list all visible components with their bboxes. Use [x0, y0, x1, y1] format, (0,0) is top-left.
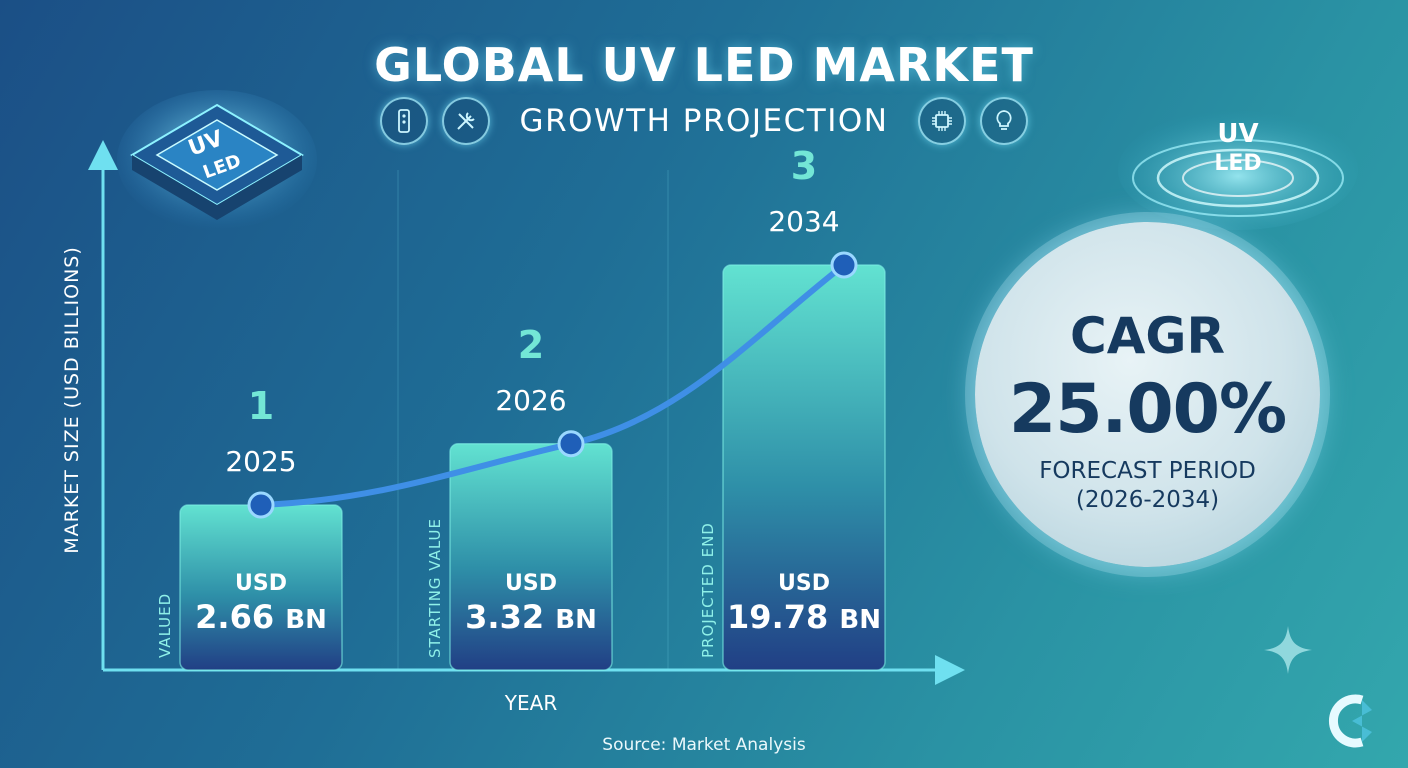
lightbulb-icon — [980, 97, 1029, 145]
x-tick-label-2034: 2034 — [768, 205, 839, 238]
data-point-2026 — [557, 430, 585, 458]
bar-2034 — [722, 264, 886, 671]
bar-annotation-2026: STARTING VALUE — [426, 518, 444, 658]
value-currency-2025: USD — [235, 571, 287, 596]
brand-logo-icon — [1328, 694, 1372, 748]
data-point-2034 — [830, 251, 858, 279]
forecast-period-years: (2026-2034) — [1075, 487, 1220, 513]
step-number-2025: 1 — [248, 384, 274, 428]
bar-annotation-2025: VALUED — [156, 593, 174, 658]
value-label-2034: 19.78 BN — [727, 598, 881, 636]
value-label-2026: 3.32 BN — [465, 598, 597, 636]
page-title: GLOBAL UV LED MARKET — [374, 38, 1034, 92]
bar-annotation-2034: PROJECTED END — [699, 522, 717, 658]
chip-icon — [918, 97, 967, 145]
tools-icon — [441, 97, 490, 145]
chip-right-led: LED — [1214, 151, 1261, 176]
value-amount: 19.78 — [727, 598, 828, 636]
value-label-2025: 2.66 BN — [195, 598, 327, 636]
market-growth-chart: MARKET SIZE (USD BILLIONS) YEAR USD2.66 … — [61, 140, 965, 715]
bars-group — [179, 264, 886, 671]
data-point-2025 — [247, 491, 275, 519]
x-tick-label-2025: 2025 — [225, 445, 296, 478]
forecast-period-label: FORECAST PERIOD — [1039, 458, 1256, 484]
uv-led-chip-illustration: UV LED — [117, 90, 317, 230]
remote-device-icon — [379, 97, 428, 145]
subtitle-row: GROWTH PROJECTION — [0, 96, 1408, 146]
value-unit: BN — [285, 605, 327, 635]
bar-2026 — [449, 443, 613, 671]
value-unit: BN — [555, 605, 597, 635]
value-amount: 2.66 — [195, 598, 274, 636]
cagr-label: CAGR — [1070, 307, 1225, 365]
value-currency-2034: USD — [778, 571, 830, 596]
step-number-2026: 2 — [518, 323, 544, 367]
x-tick-label-2026: 2026 — [495, 384, 566, 417]
chip-right-uv: UV — [1217, 119, 1258, 149]
cagr-value: 25.00% — [1008, 370, 1287, 449]
uv-led-hologram-illustration: UV LED — [1118, 110, 1358, 230]
y-axis-label: MARKET SIZE (USD BILLIONS) — [61, 246, 83, 554]
value-amount: 3.32 — [465, 598, 544, 636]
value-unit: BN — [839, 605, 881, 635]
page-subtitle: GROWTH PROJECTION — [519, 103, 889, 139]
cagr-badge: CAGR 25.00% FORECAST PERIOD (2026-2034) — [975, 222, 1320, 567]
x-axis-label: YEAR — [504, 691, 558, 715]
step-number-2034: 3 — [791, 144, 817, 188]
source-note: Source: Market Analysis — [602, 735, 806, 755]
sparkle-icon — [1264, 626, 1312, 674]
value-currency-2026: USD — [505, 571, 557, 596]
